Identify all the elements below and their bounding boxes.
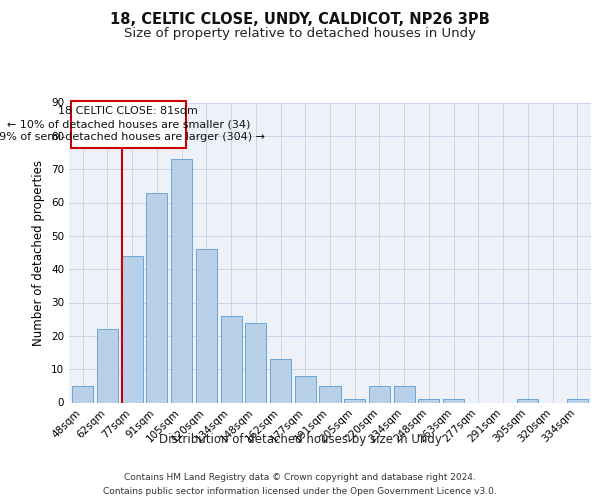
Text: 18, CELTIC CLOSE, UNDY, CALDICOT, NP26 3PB: 18, CELTIC CLOSE, UNDY, CALDICOT, NP26 3…	[110, 12, 490, 28]
Text: Contains public sector information licensed under the Open Government Licence v3: Contains public sector information licen…	[103, 488, 497, 496]
Bar	[71, 101, 186, 148]
Bar	[567, 399, 588, 402]
Bar	[196, 249, 217, 402]
Bar	[122, 256, 143, 402]
Y-axis label: Number of detached properties: Number of detached properties	[32, 160, 46, 346]
Text: 89% of semi-detached houses are larger (304) →: 89% of semi-detached houses are larger (…	[0, 132, 265, 142]
Bar	[394, 386, 415, 402]
Text: Contains HM Land Registry data © Crown copyright and database right 2024.: Contains HM Land Registry data © Crown c…	[124, 472, 476, 482]
Bar	[270, 359, 291, 403]
Bar	[146, 192, 167, 402]
Bar	[221, 316, 242, 402]
Text: Size of property relative to detached houses in Undy: Size of property relative to detached ho…	[124, 28, 476, 40]
Bar	[517, 399, 538, 402]
Text: 18 CELTIC CLOSE: 81sqm: 18 CELTIC CLOSE: 81sqm	[58, 106, 198, 116]
Bar	[97, 329, 118, 402]
Bar	[72, 386, 93, 402]
Bar	[171, 159, 192, 402]
Bar	[245, 322, 266, 402]
Bar	[319, 386, 341, 402]
Bar	[418, 399, 439, 402]
Text: ← 10% of detached houses are smaller (34): ← 10% of detached houses are smaller (34…	[7, 119, 250, 129]
Bar	[295, 376, 316, 402]
Bar	[443, 399, 464, 402]
Bar	[344, 399, 365, 402]
Bar	[369, 386, 390, 402]
Text: Distribution of detached houses by size in Undy: Distribution of detached houses by size …	[158, 432, 442, 446]
